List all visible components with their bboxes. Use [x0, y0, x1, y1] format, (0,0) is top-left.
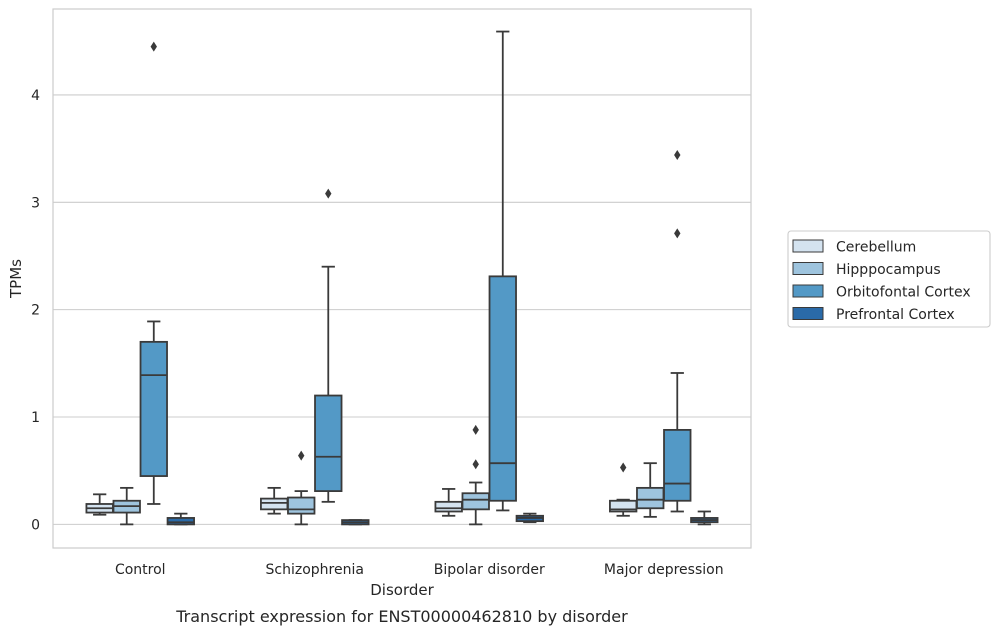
- box-cerebellum: [260, 486, 289, 515]
- box-hipppocampus: [636, 462, 665, 518]
- legend-label: Orbitofontal Cortex: [836, 285, 971, 301]
- legend-swatch: [792, 262, 824, 275]
- outlier-point: [674, 150, 681, 161]
- box-iqr: [314, 394, 343, 492]
- y-gridlines: [53, 94, 751, 525]
- box-prefrontal-cortex: [341, 519, 370, 526]
- x-tick-labels: Control Schizophrenia Bipolar disorder Majo…: [115, 562, 724, 578]
- box-hipppocampus: [112, 486, 141, 526]
- box-prefrontal-cortex: [690, 510, 719, 526]
- y-tick-label: 1: [31, 410, 40, 426]
- legend-swatch: [792, 307, 824, 320]
- box-orbitofontal-cortex: [663, 150, 692, 513]
- y-tick-labels: 0 1 2 3 4: [31, 88, 40, 533]
- box-cerebellum: [434, 488, 463, 517]
- box-iqr: [287, 496, 316, 515]
- box-groups: [85, 30, 719, 526]
- box-iqr: [166, 517, 195, 526]
- box-cerebellum: [609, 462, 638, 517]
- y-axis-label: TPMs: [7, 259, 25, 299]
- x-axis-label: Disorder: [370, 581, 434, 599]
- legend-frame: [787, 230, 991, 328]
- box-prefrontal-cortex: [166, 512, 195, 526]
- x-tick-label: Control: [115, 562, 166, 578]
- box-orbitofontal-cortex: [314, 188, 343, 503]
- y-tick-label: 4: [31, 88, 40, 104]
- box-iqr: [461, 492, 490, 511]
- legend-swatch: [792, 239, 824, 253]
- box-orbitofontal-cortex: [488, 30, 517, 512]
- y-tick-label: 0: [31, 517, 40, 533]
- box-iqr: [139, 340, 168, 477]
- outlier-point: [619, 462, 627, 473]
- box-cerebellum: [85, 493, 114, 516]
- legend-label: Prefrontal Cortex: [836, 307, 955, 323]
- legend: Cerebellum Hipppocampus Orbitofontal Corte…: [787, 230, 991, 328]
- chart-caption: Transcript expression for ENST0000046281…: [175, 607, 628, 626]
- outlier-point: [150, 41, 157, 52]
- plot-frame: [52, 8, 752, 549]
- x-tick-label: Bipolar disorder: [434, 562, 545, 578]
- outlier-point: [472, 459, 479, 470]
- outlier-point: [298, 450, 305, 461]
- box-iqr: [434, 500, 463, 513]
- box-hipppocampus: [461, 424, 490, 526]
- legend-label: Cerebellum: [836, 240, 916, 256]
- legend-label: Hipppocampus: [836, 262, 941, 278]
- box-iqr: [260, 497, 289, 511]
- box-iqr: [663, 428, 692, 502]
- y-tick-label: 2: [31, 303, 40, 319]
- box-prefrontal-cortex: [515, 512, 544, 524]
- box-iqr: [488, 275, 517, 502]
- box-orbitofontal-cortex: [139, 41, 168, 505]
- x-tick-label: Major depression: [604, 562, 724, 578]
- box-hipppocampus: [287, 450, 316, 526]
- y-tick-label: 3: [31, 195, 40, 211]
- outlier-point: [674, 228, 681, 239]
- outlier-point: [325, 188, 332, 199]
- outlier-point: [472, 424, 479, 435]
- legend-swatch: [792, 284, 824, 298]
- x-tick-label: Schizophrenia: [266, 562, 364, 578]
- box-iqr: [636, 486, 665, 510]
